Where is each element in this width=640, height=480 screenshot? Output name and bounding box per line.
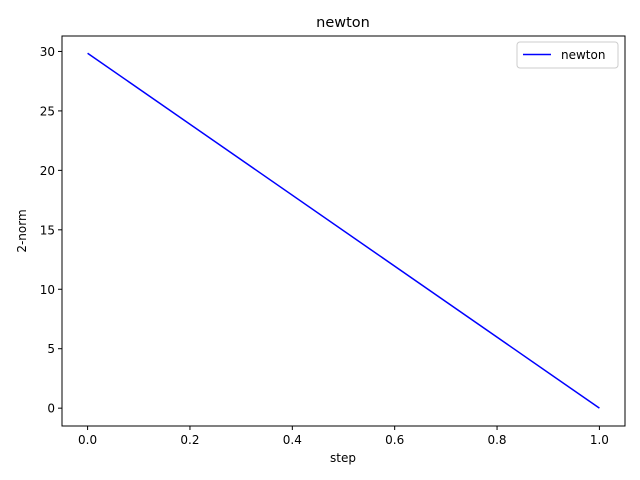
- y-axis-label: 2-norm: [15, 209, 29, 252]
- x-axis-ticks: 0.0 0.2 0.4 0.6 0.8 1.0: [78, 426, 609, 447]
- y-tick-label: 5: [47, 342, 55, 356]
- y-tick-label: 0: [47, 402, 55, 416]
- y-tick-label: 30: [40, 45, 55, 59]
- x-tick-label: 1.0: [590, 433, 609, 447]
- x-tick-label: 0.8: [487, 433, 506, 447]
- y-tick-label: 15: [40, 223, 55, 237]
- plot-area-frame: [61, 35, 626, 427]
- y-tick-label: 20: [40, 164, 55, 178]
- legend-box: [516, 41, 619, 69]
- legend: newton: [516, 41, 619, 69]
- legend-label: newton: [561, 48, 605, 62]
- x-tick-label: 0.6: [385, 433, 404, 447]
- y-tick-label: 25: [40, 104, 55, 118]
- x-tick-label: 0.0: [78, 433, 97, 447]
- y-axis-ticks: 0 5 10 15 20 25 30: [40, 45, 62, 416]
- series-layer: [87, 52, 600, 409]
- x-tick-label: 0.2: [180, 433, 199, 447]
- chart-title: newton: [316, 15, 370, 31]
- x-axis-label: step: [330, 451, 356, 465]
- x-tick-label: 0.4: [283, 433, 302, 447]
- series-line-newton: [87, 52, 600, 409]
- y-tick-label: 10: [40, 283, 55, 297]
